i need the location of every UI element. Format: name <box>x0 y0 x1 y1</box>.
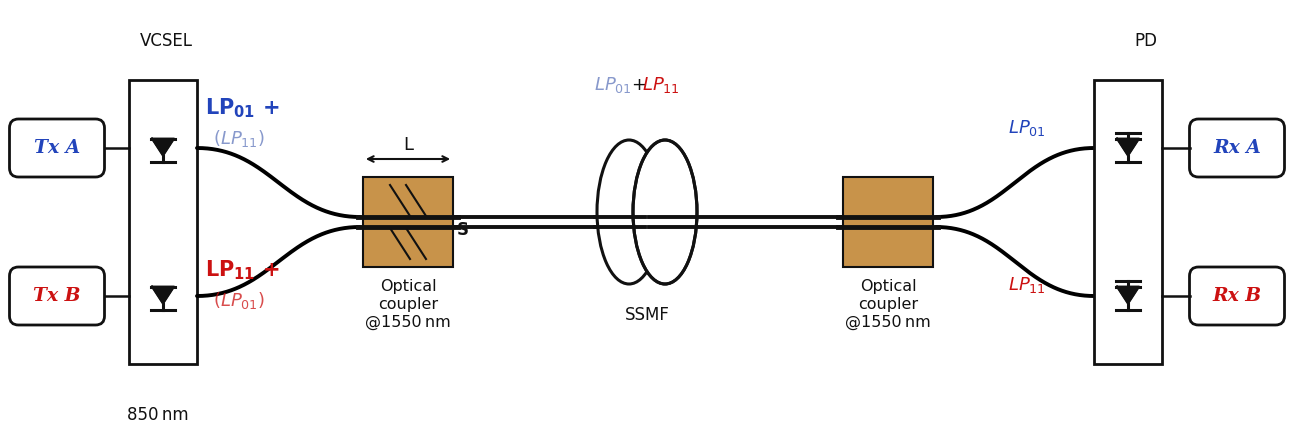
FancyBboxPatch shape <box>1189 267 1285 325</box>
Text: $\mathbf{LP_{01}}$ $\mathbf{+}$: $\mathbf{LP_{01}}$ $\mathbf{+}$ <box>204 96 280 120</box>
Text: $(LP_{11})$: $(LP_{11})$ <box>214 127 265 148</box>
Polygon shape <box>1117 287 1139 304</box>
Text: $+$: $+$ <box>625 76 648 94</box>
Text: Rx A: Rx A <box>1214 139 1260 157</box>
FancyBboxPatch shape <box>9 267 105 325</box>
Text: Rx B: Rx B <box>1212 287 1262 305</box>
Text: $LP_{11}$: $LP_{11}$ <box>1008 275 1046 295</box>
Text: Tx A: Tx A <box>34 139 80 157</box>
Text: L: L <box>402 136 413 154</box>
Text: @1550 nm: @1550 nm <box>365 315 450 330</box>
FancyBboxPatch shape <box>9 119 105 177</box>
Text: Optical: Optical <box>379 279 436 294</box>
Bar <box>129 80 197 364</box>
Bar <box>842 177 933 267</box>
Text: PD: PD <box>1135 32 1158 50</box>
Text: coupler: coupler <box>378 297 439 312</box>
FancyBboxPatch shape <box>1189 119 1285 177</box>
Text: Tx B: Tx B <box>34 287 80 305</box>
Ellipse shape <box>633 140 697 284</box>
Polygon shape <box>151 139 175 156</box>
Polygon shape <box>1117 139 1139 156</box>
Text: $\mathbf{LP_{11}}$ $\mathbf{+}$: $\mathbf{LP_{11}}$ $\mathbf{+}$ <box>204 258 280 282</box>
Bar <box>364 177 453 267</box>
Text: $LP_{11}$: $LP_{11}$ <box>642 75 679 95</box>
Bar <box>1093 80 1162 364</box>
Text: VCSEL: VCSEL <box>140 32 193 50</box>
Polygon shape <box>151 287 175 304</box>
Text: coupler: coupler <box>858 297 917 312</box>
Text: Optical: Optical <box>859 279 916 294</box>
Text: $LP_{01}$: $LP_{01}$ <box>1008 118 1046 138</box>
Text: 850 nm: 850 nm <box>127 406 189 424</box>
Text: S: S <box>457 221 468 239</box>
Text: $LP_{01}$: $LP_{01}$ <box>594 75 631 95</box>
Text: @1550 nm: @1550 nm <box>845 315 930 330</box>
Text: SSMF: SSMF <box>625 306 669 324</box>
Text: $(LP_{01})$: $(LP_{01})$ <box>214 289 265 310</box>
